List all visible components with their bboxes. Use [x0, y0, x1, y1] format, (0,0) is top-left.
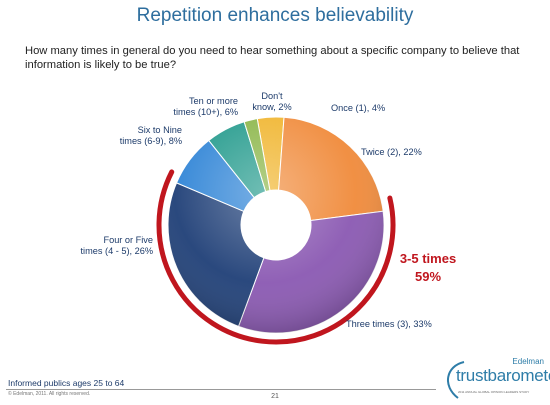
logo-tagline: 2011 ANNUAL GLOBAL OPINION LEADERS STUDY — [458, 390, 530, 394]
slice-label: Three times (3), 33% — [346, 319, 432, 329]
slice-label: Twice (2), 22% — [361, 147, 422, 157]
highlight-arc — [156, 169, 396, 345]
chart-question: How many times in general do you need to… — [25, 45, 520, 71]
slice-label: Ten or more times (10+), 6% — [173, 96, 238, 117]
slice-label: Once (1), 4% — [331, 103, 385, 113]
donut-shading — [167, 117, 384, 334]
slice-label: Six to Nine times (6-9), 8% — [120, 125, 182, 146]
highlight-label: 3-5 times — [400, 251, 456, 266]
copyright: © Edelman, 2011. All rights reserved. — [8, 391, 91, 397]
footer-note: Informed publics ages 25 to 64 — [8, 378, 125, 388]
footer-divider — [6, 389, 436, 390]
logo-swoosh-icon — [447, 361, 465, 399]
slice-label: Don't know, 2% — [252, 91, 291, 112]
page-number: 21 — [271, 393, 279, 400]
highlight-value: 59% — [415, 269, 441, 284]
chart-title: Repetition enhances believability — [136, 5, 414, 26]
trustbarometer-logo: Edelman trustbarometer 2011 ANNUAL GLOBA… — [440, 356, 550, 402]
logo-wordmark: trustbarometer — [456, 366, 550, 385]
logo-brand: Edelman — [512, 357, 544, 366]
slice-label: Four or Five times (4 - 5), 26% — [81, 235, 154, 256]
